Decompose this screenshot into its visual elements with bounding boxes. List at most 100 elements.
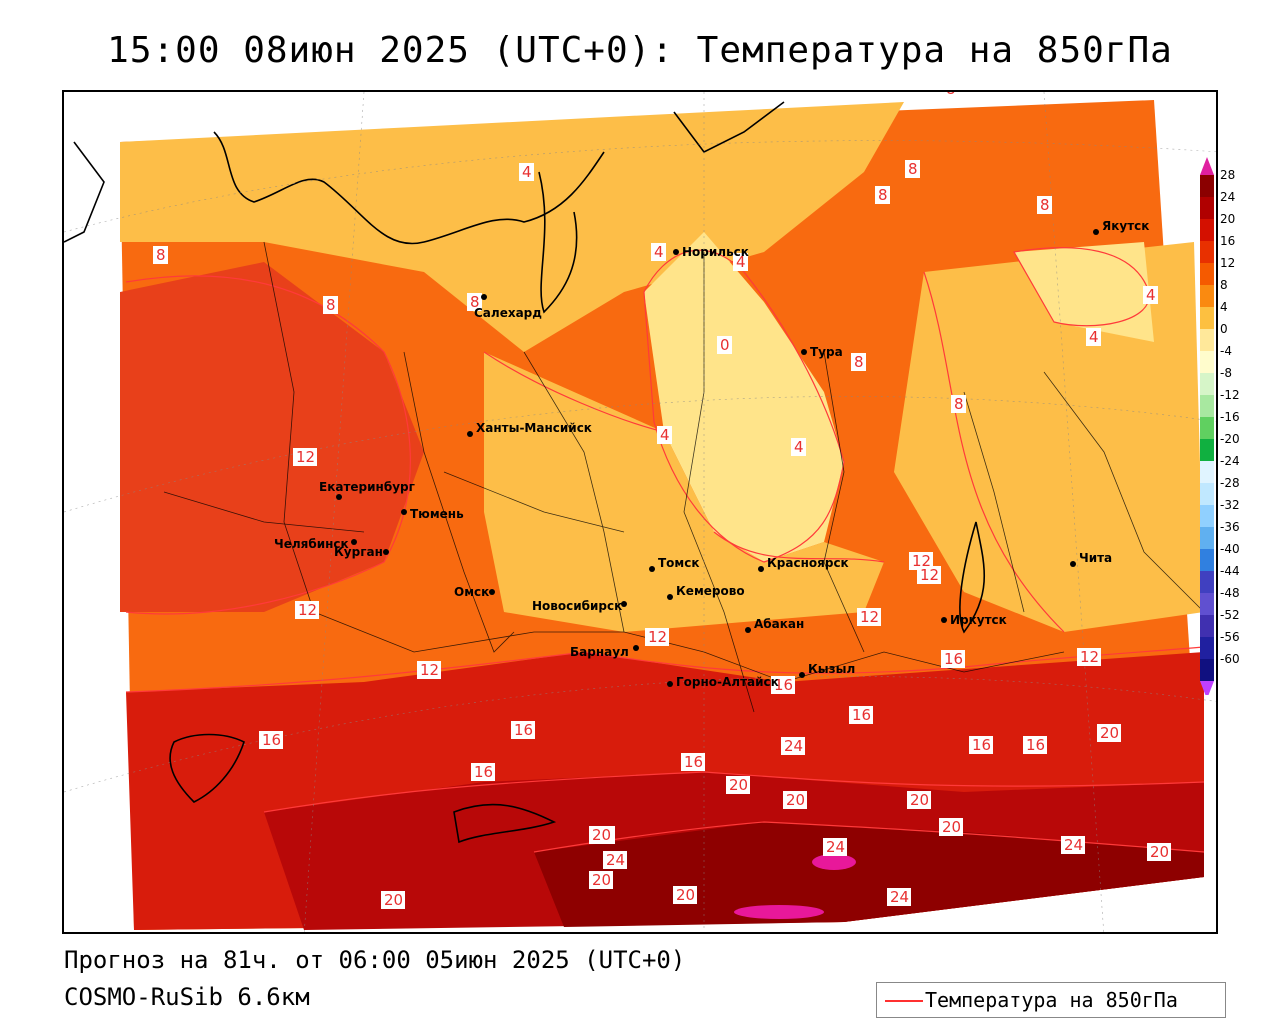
- field-band-eastern-4-8: [894, 242, 1204, 632]
- contour-label-box: [851, 353, 866, 371]
- city-label: Иркутск: [950, 613, 1007, 627]
- contour-label-box: [681, 753, 705, 771]
- contour-label-box: [943, 92, 958, 98]
- city-label: Тюмень: [410, 507, 464, 521]
- contour-value-label: 20: [786, 791, 805, 809]
- contour-value-label: 16: [944, 650, 963, 668]
- contour-label-box: [651, 243, 666, 261]
- contour-label-box: [791, 438, 806, 456]
- colorbar-tick-label: -52: [1220, 608, 1240, 622]
- contour-label-box: [293, 448, 317, 466]
- colorbar-tick-label: 0: [1220, 322, 1228, 336]
- map-title: 15:00 08июн 2025 (UTC+0): Температура на…: [107, 30, 1173, 71]
- temperature-contours: [125, 247, 1205, 853]
- colorbar-tick-label: -24: [1220, 454, 1240, 468]
- graticule: [64, 92, 1216, 932]
- contour-value-label: 24: [826, 838, 845, 856]
- field-band-24-28: [534, 822, 1204, 927]
- contour-label-box: [645, 628, 669, 646]
- field-band-eastern-0-4: [1014, 242, 1154, 342]
- contour-label-box: [589, 871, 613, 889]
- contour-value-label: 4: [522, 163, 532, 181]
- contour-label-box: [657, 426, 672, 444]
- city-label: Чита: [1079, 551, 1112, 565]
- contour-value-label: 20: [942, 818, 961, 836]
- colorbar-tick-label: -48: [1220, 586, 1240, 600]
- contour-value-label: 12: [298, 601, 317, 619]
- city-dot: [383, 549, 389, 555]
- city-label: Барнаул: [570, 645, 629, 659]
- temperature-map[interactable]: 4888844404448888812121212121212121616161…: [62, 90, 1218, 934]
- colorbar-top-triangle: [1200, 157, 1214, 175]
- contour-label-box: [905, 160, 920, 178]
- city-dot: [621, 601, 627, 607]
- colorbar-cell: [1200, 439, 1214, 461]
- contour-value-label: 4: [1146, 286, 1156, 304]
- forecast-info: Прогноз на 81ч. от 06:00 05июн 2025 (UTC…: [64, 946, 686, 974]
- city-label: Тура: [810, 345, 843, 359]
- contour-label-box: [1097, 724, 1121, 742]
- contour-label-box: [1143, 286, 1158, 304]
- temperature-colorbar: 28 24 20 16 12 8 4 0 -4 -8 -12 -16 -20 -24 -28 -32 -36 -4…: [1200, 155, 1280, 699]
- colorbar-tick-label: 4: [1220, 300, 1228, 314]
- city-label: Челябинск: [274, 537, 349, 551]
- contour-label-box: [951, 395, 966, 413]
- contour-value-label: 20: [1100, 724, 1119, 742]
- colorbar-cell: [1200, 571, 1214, 593]
- city-dot: [941, 617, 947, 623]
- colorbar-cell: [1200, 615, 1214, 637]
- city-label: Екатеринбург: [319, 480, 415, 494]
- city-label: Красноярск: [767, 556, 849, 570]
- legend-label: Температура на 850гПа: [925, 988, 1178, 1012]
- city-dot: [633, 645, 639, 651]
- map-legend: Температура на 850гПа: [876, 982, 1226, 1018]
- contour-label-box: [909, 552, 933, 570]
- coastlines-borders: [64, 101, 986, 844]
- contour-label-box: [467, 293, 482, 311]
- contour-label-box: [603, 851, 627, 869]
- field-band-west-12-16: [120, 262, 424, 612]
- contour-label-box: [417, 661, 441, 679]
- city-label: Кемерово: [676, 584, 745, 598]
- contour-label-box: [1037, 196, 1052, 214]
- contour-value-label: 4: [660, 426, 670, 444]
- colorbar-tick-label: 28: [1220, 168, 1235, 182]
- city-label: Абакан: [754, 617, 804, 631]
- city-label: Томск: [658, 556, 700, 570]
- city-label: Омск: [454, 585, 489, 599]
- city-dot: [673, 249, 679, 255]
- city-label: Новосибирск: [532, 599, 622, 613]
- contour-label-box: [783, 791, 807, 809]
- city-dot: [758, 566, 764, 572]
- city-dot: [481, 294, 487, 300]
- contour-value-label: 20: [729, 776, 748, 794]
- colorbar-tick-label: -4: [1220, 344, 1232, 358]
- contour-value-label: 16: [852, 706, 871, 724]
- colorbar-cell: [1200, 417, 1214, 439]
- colorbar-cell: [1200, 395, 1214, 417]
- field-band-0-4: [644, 232, 844, 562]
- contour-value-label: 12: [1080, 648, 1099, 666]
- city-dot: [467, 431, 473, 437]
- city-dot: [1093, 229, 1099, 235]
- colorbar-tick-label: 8: [1220, 278, 1228, 292]
- contour-value-label: 8: [946, 92, 956, 98]
- contour-label-box: [1086, 328, 1101, 346]
- colorbar-cell: [1200, 329, 1214, 351]
- contour-value-label: 8: [908, 160, 918, 178]
- contour-label-box: [969, 736, 993, 754]
- colorbar-svg: 28 24 20 16 12 8 4 0 -4 -8 -12 -16 -20 -24 -28 -32 -36 -4…: [1200, 157, 1240, 699]
- city-label: Ханты-Мансийск: [476, 421, 592, 435]
- colorbar-cell: [1200, 637, 1214, 659]
- contour-value-label: 20: [1150, 843, 1169, 861]
- colorbar-tick-label: -20: [1220, 432, 1240, 446]
- colorbar-tick-label: -36: [1220, 520, 1240, 534]
- colorbar-cell: [1200, 285, 1214, 307]
- contour-value-label: 24: [1064, 836, 1083, 854]
- contour-value-label: 20: [592, 871, 611, 889]
- colorbar-cell: [1200, 351, 1214, 373]
- colorbar-tick-label: 24: [1220, 190, 1235, 204]
- colorbar-cell: [1200, 527, 1214, 549]
- colorbar-cell: [1200, 307, 1214, 329]
- city-dot: [336, 494, 342, 500]
